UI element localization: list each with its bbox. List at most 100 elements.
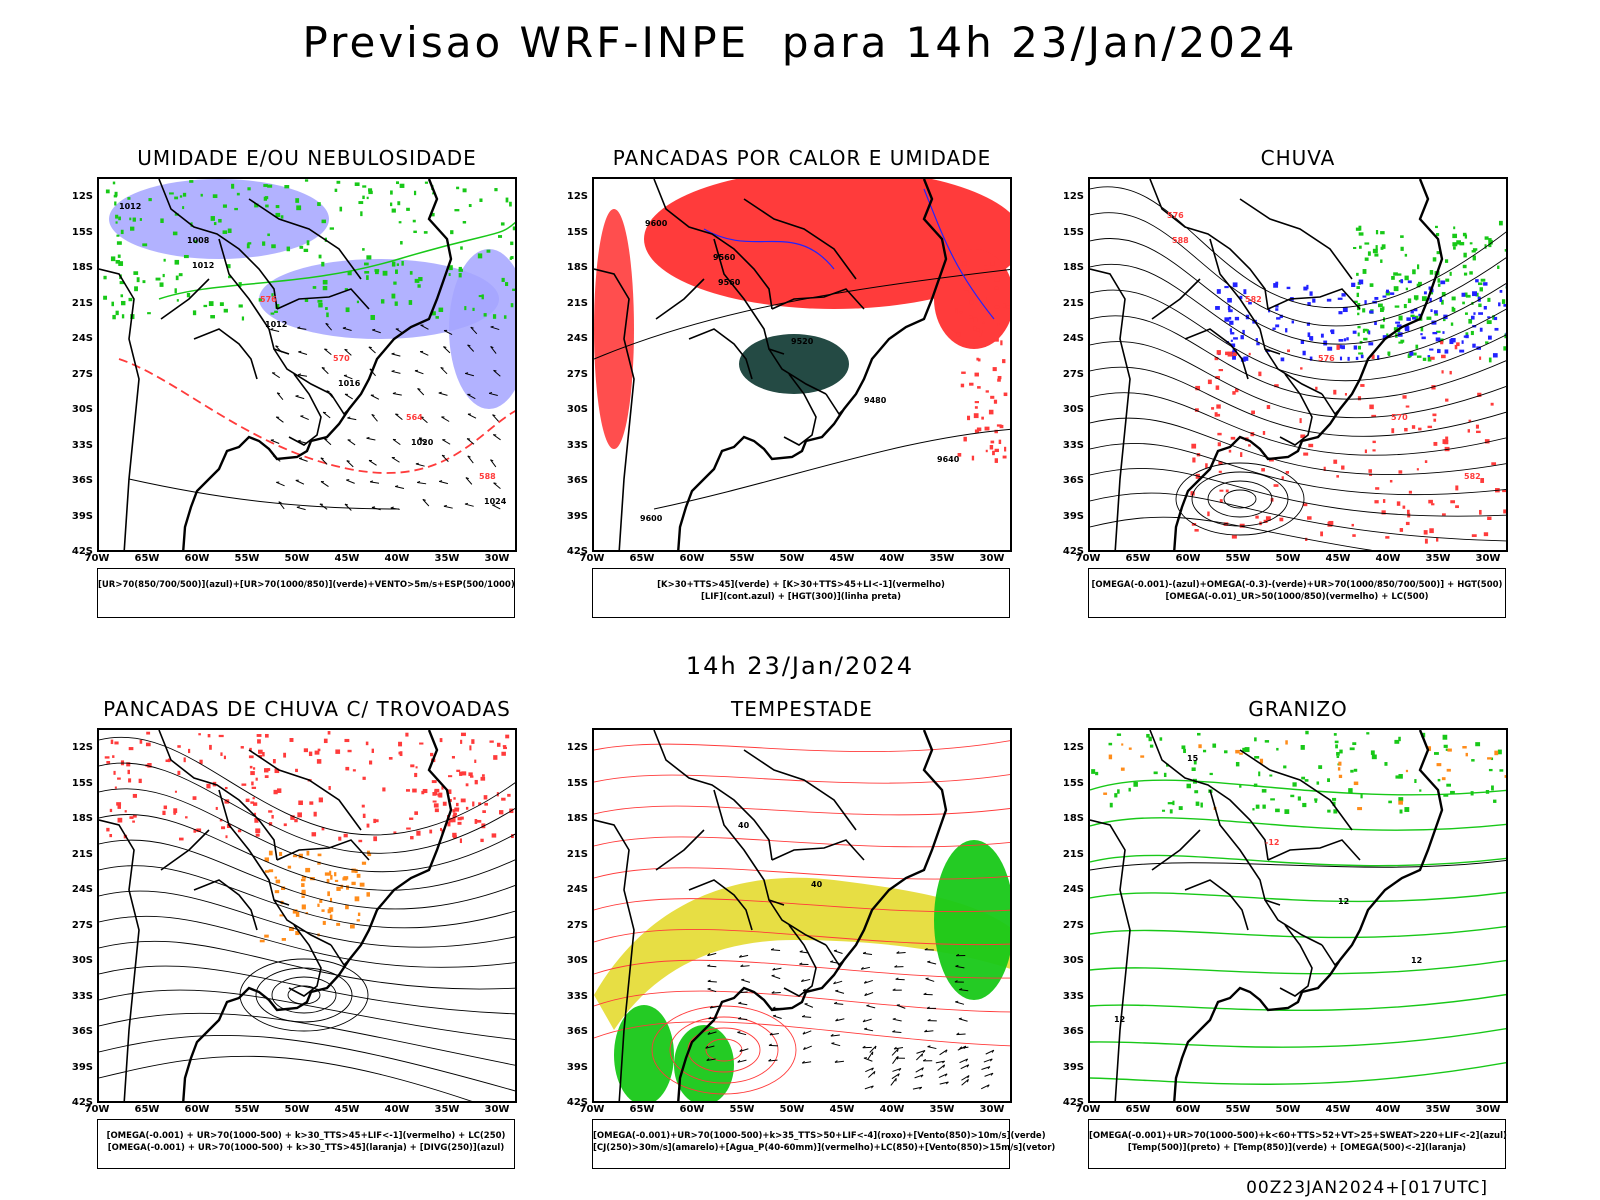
country-border — [1279, 373, 1313, 446]
country-border — [248, 749, 362, 831]
streamline — [1090, 417, 1506, 476]
x-tick-label: 40W — [384, 553, 410, 564]
coastline — [182, 179, 453, 550]
y-tick-label: 27S — [566, 368, 588, 380]
contour-label: 9560 — [718, 278, 741, 287]
thickness-contour — [118, 358, 515, 474]
country-border — [1184, 879, 1249, 931]
streamline-eddy — [1191, 471, 1289, 527]
streamline — [1090, 516, 1373, 550]
country-border — [1267, 839, 1361, 861]
country-border — [330, 944, 350, 967]
legend-line: [LIF](cont.azul) + [HGT(300)](linha pret… — [700, 592, 902, 602]
legend-line: [OMEGA(-0.01)_UR>50(1000/850)(vermelho) … — [1165, 592, 1429, 602]
country-border — [288, 373, 322, 446]
streamline — [1090, 186, 1506, 309]
contour-label: 576 — [1318, 354, 1335, 363]
country-border — [594, 268, 635, 550]
x-tick-label: 40W — [1375, 1104, 1401, 1115]
map-panel-5: 40 40 — [592, 728, 1012, 1103]
y-tick-label: 12S — [566, 742, 588, 753]
y-tick-label: 15S — [1062, 777, 1084, 789]
lif-contour — [703, 228, 835, 270]
x-tick-label: 50W — [284, 1104, 310, 1115]
x-tick-label: 70W — [579, 553, 605, 564]
country-border — [1209, 238, 1281, 355]
country-border — [273, 899, 332, 946]
y-tick-label: 33S — [1062, 439, 1084, 451]
y-tick-label: 21S — [1062, 297, 1084, 309]
country-border — [158, 179, 278, 310]
y-tick-label: 21S — [71, 848, 93, 860]
y-tick-label: 33S — [566, 439, 588, 451]
x-tick-label: 55W — [1225, 553, 1251, 564]
country-border — [218, 238, 290, 355]
x-tick-label: 40W — [879, 1104, 905, 1115]
x-tick-label: 65W — [134, 1104, 160, 1115]
streamline — [1090, 238, 1506, 345]
legend-box: [K>30+TTS>45](verde) + [K>30+TTS>45+LI<-… — [592, 568, 1010, 618]
y-tick-label: 39S — [71, 510, 93, 522]
y-tick-label: 30S — [566, 404, 588, 415]
y-tick-label: 27S — [1062, 368, 1084, 380]
panel-title: CHUVA — [1260, 146, 1336, 170]
contour-label: 9600 — [640, 514, 663, 523]
x-tick-label: 45W — [1325, 553, 1351, 564]
coastline — [677, 730, 948, 1101]
temp850-contour — [1090, 1027, 1506, 1048]
y-tick-label: 36S — [71, 1026, 93, 1037]
streamline — [99, 989, 515, 1040]
streamline — [99, 762, 515, 854]
lc850-contour — [594, 1021, 1010, 1047]
country-border — [653, 730, 773, 861]
y-tick-label: 12S — [71, 191, 93, 202]
contour-label: 15 — [1187, 754, 1199, 763]
x-tick-label: 65W — [1125, 553, 1151, 564]
y-tick-label: 39S — [566, 1061, 588, 1073]
streamline — [1090, 289, 1506, 382]
streamline — [99, 839, 515, 910]
x-tick-label: 70W — [84, 1104, 110, 1115]
y-tick-label: 33S — [566, 990, 588, 1002]
streamline — [99, 940, 515, 990]
contour-label: 1024 — [484, 497, 507, 506]
x-tick-label: 35W — [434, 1104, 460, 1115]
temp850-contour — [1090, 993, 1506, 1011]
contour-label: 564 — [406, 413, 423, 422]
lc850-contour — [594, 774, 1010, 784]
x-tick-label: 60W — [679, 553, 705, 564]
x-tick-label: 45W — [829, 1104, 855, 1115]
country-border — [594, 819, 635, 1101]
omega-red-cells — [1190, 340, 1506, 544]
y-tick-label: 36S — [71, 475, 93, 486]
y-tick-label: 15S — [71, 777, 93, 789]
y-tick-label: 18S — [1062, 262, 1084, 273]
country-border — [276, 839, 370, 861]
legend-line: [Temp(500)](preto) + [Temp(850)](verde) … — [1127, 1143, 1467, 1153]
legend-line: [OMEGA(-0.001) + UR>70(1000-500) + k>30_… — [106, 1131, 506, 1141]
country-border — [1149, 179, 1269, 310]
y-tick-label: 21S — [566, 297, 588, 309]
omega-blue-cells — [1215, 279, 1506, 362]
streamline — [99, 736, 515, 836]
x-tick-label: 35W — [1425, 553, 1451, 564]
y-tick-label: 42S — [566, 1097, 588, 1108]
y-tick-label: 12S — [1062, 191, 1084, 202]
map-canvas: -12 12 12 12 15 — [1090, 730, 1506, 1101]
x-tick-label: 50W — [1275, 1104, 1301, 1115]
streamline-eddy — [1223, 489, 1257, 509]
legend-box: [OMEGA(-0.001)+UR>70(1000-500)+k<60+TTS>… — [1088, 1119, 1507, 1169]
humidity-blue-area — [259, 259, 499, 339]
instability-red-area — [594, 209, 634, 449]
lc850-contour — [594, 990, 1010, 1013]
streamline — [1090, 442, 1506, 496]
instability-green-area — [739, 334, 849, 394]
panel-title: GRANIZO — [1248, 697, 1348, 721]
lc850-eddy — [651, 1005, 797, 1095]
y-tick-label: 21S — [1062, 848, 1084, 860]
coastline — [1173, 730, 1444, 1101]
country-border — [783, 924, 817, 997]
y-tick-label: 12S — [1062, 742, 1084, 753]
lc850-contour — [594, 959, 1010, 979]
lc850-eddy — [669, 1016, 779, 1084]
